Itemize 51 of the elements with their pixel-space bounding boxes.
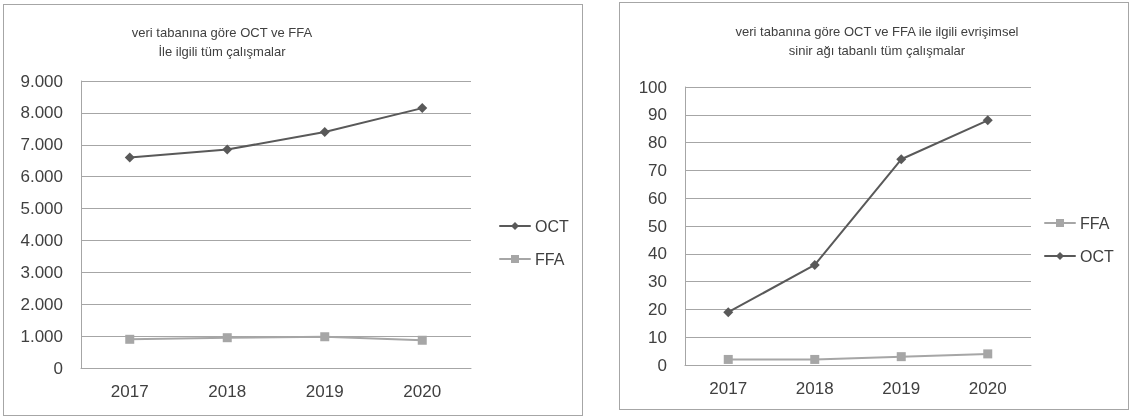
point — [222, 144, 233, 155]
y-tick-label: 60 — [648, 188, 667, 208]
y-tick-label: 30 — [648, 272, 667, 292]
point — [320, 332, 330, 342]
point — [809, 259, 820, 270]
x-tick-label: 2020 — [968, 379, 1007, 398]
y-tick-label: 90 — [648, 105, 667, 125]
x-tick-label: 2018 — [795, 379, 834, 398]
x-tick-label: 2019 — [882, 379, 921, 398]
point — [896, 154, 907, 165]
y-tick-label: 100 — [638, 77, 667, 97]
y-tick-label: 40 — [648, 244, 667, 264]
point — [983, 349, 993, 359]
point — [222, 333, 232, 343]
point — [723, 354, 733, 364]
y-tick-label: 2.000 — [20, 294, 63, 314]
y-tick-label: 7.000 — [20, 135, 63, 155]
x-tick-label: 2017 — [709, 379, 748, 398]
x-tick-label: 2019 — [305, 382, 344, 401]
y-tick-label: 80 — [648, 133, 667, 153]
y-tick-label: 5.000 — [20, 199, 63, 219]
y-tick-label: 9.000 — [20, 71, 63, 91]
x-tick-label: 2020 — [403, 382, 442, 401]
y-tick-label: 4.000 — [20, 230, 63, 250]
y-tick-label: 0 — [657, 355, 667, 375]
y-tick-label: 10 — [648, 327, 667, 347]
point — [982, 115, 993, 126]
chart-title: veri tabanına göre OCT ve FFA İle ilgili tüm çalışmalar — [131, 25, 313, 59]
y-tick-label: 8.000 — [20, 103, 63, 123]
y-tick-label: 0 — [53, 358, 63, 378]
y-tick-label: 20 — [648, 299, 667, 319]
point — [810, 354, 820, 364]
point — [417, 103, 428, 114]
x-tick-label: 2018 — [208, 382, 247, 401]
point — [723, 307, 734, 318]
y-tick-label: 1.000 — [20, 326, 63, 346]
y-tick-label: 3.000 — [20, 262, 63, 282]
y-tick-label: 50 — [648, 216, 667, 236]
y-tick-label: 70 — [648, 160, 667, 180]
point — [125, 334, 135, 344]
legend-label: FFA — [535, 250, 565, 268]
point — [124, 152, 135, 163]
point — [417, 335, 427, 345]
point — [319, 127, 330, 138]
point — [896, 352, 906, 362]
legend-label: OCT — [1080, 247, 1114, 265]
legend-label: FFA — [1080, 214, 1110, 232]
y-tick-label: 6.000 — [20, 167, 63, 187]
x-tick-label: 2017 — [110, 382, 149, 401]
legend-label: OCT — [535, 217, 569, 235]
chart-title: veri tabanına göre OCT ve FFA ile ilgili evrişimsel sinir ağı tabanlı tüm çalışmalar — [735, 24, 1019, 58]
